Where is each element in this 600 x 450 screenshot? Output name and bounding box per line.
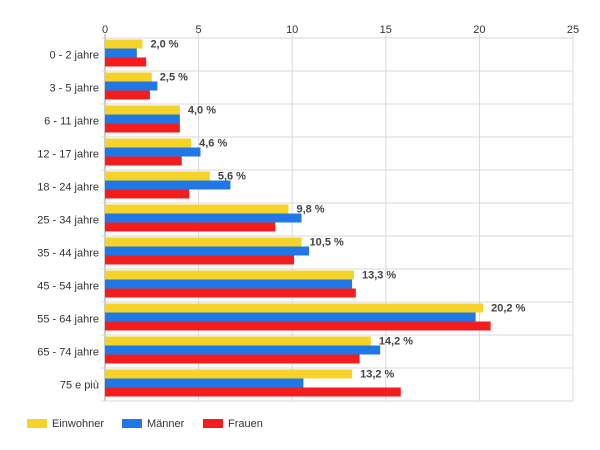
data-label: 13,3 %	[362, 270, 396, 282]
bars	[105, 39, 491, 397]
legend-swatch-frauen	[203, 419, 223, 428]
bar-einwohner-45-54-jahre	[105, 270, 354, 280]
data-label: 9,8 %	[296, 204, 324, 216]
data-label: 4,6 %	[199, 138, 227, 150]
bar-einwohner-55-64-jahre	[105, 303, 484, 313]
category-label: 35 - 44 jahre	[37, 248, 99, 260]
data-label: 4,0 %	[188, 105, 216, 117]
grid-lines	[101, 34, 574, 402]
bar-frauen-18-24-jahre	[105, 189, 190, 199]
data-label: 2,0 %	[150, 39, 178, 51]
data-label: 2,5 %	[160, 72, 188, 84]
bar-m-nner-6-11-jahre	[105, 114, 180, 124]
bar-frauen-0-2-jahre	[105, 57, 147, 67]
bar-m-nner-55-64-jahre	[105, 312, 476, 322]
bar-frauen-6-11-jahre	[105, 123, 180, 133]
bar-m-nner-18-24-jahre	[105, 180, 231, 190]
x-tick-label: 0	[102, 24, 108, 36]
bar-frauen-35-44-jahre	[105, 255, 295, 265]
bar-m-nner-35-44-jahre	[105, 246, 310, 256]
category-label: 3 - 5 jahre	[49, 83, 99, 95]
bar-einwohner-6-11-jahre	[105, 105, 180, 115]
category-label: 6 - 11 jahre	[44, 116, 99, 128]
category-label: 25 - 34 jahre	[37, 215, 99, 227]
x-tick-label: 10	[286, 24, 298, 36]
legend-swatch-einwohner	[27, 419, 47, 428]
bar-frauen-12-17-jahre	[105, 156, 182, 166]
legend-label-einwohner: Einwohner	[52, 418, 104, 430]
category-label: 55 - 64 jahre	[37, 314, 99, 326]
bar-m-nner-45-54-jahre	[105, 279, 353, 289]
x-tick-label: 15	[380, 24, 392, 36]
bar-frauen-55-64-jahre	[105, 321, 491, 331]
bar-einwohner-3-5-jahre	[105, 72, 152, 82]
bar-einwohner-12-17-jahre	[105, 138, 192, 148]
bar-frauen-25-34-jahre	[105, 222, 276, 232]
bar-m-nner-65-74-jahre	[105, 345, 381, 355]
legend-label-frauen: Frauen	[228, 418, 263, 430]
legend: Einwohner Männer Frauen	[27, 418, 263, 430]
category-label: 0 - 2 jahre	[49, 50, 99, 62]
bar-m-nner-25-34-jahre	[105, 213, 302, 223]
category-label: 45 - 54 jahre	[37, 281, 99, 293]
bar-frauen-3-5-jahre	[105, 90, 150, 100]
y-axis-categories: 0 - 2 jahre 3 - 5 jahre 6 - 11 jahre 12 - 1…	[37, 50, 99, 392]
bar-m-nner-75-e-pi	[105, 378, 304, 388]
bar-einwohner-0-2-jahre	[105, 39, 143, 49]
legend-swatch-m-nner	[122, 419, 142, 428]
bar-einwohner-65-74-jahre	[105, 336, 371, 346]
category-label: 65 - 74 jahre	[37, 347, 99, 359]
category-label: 75 e più	[60, 380, 99, 392]
category-label: 12 - 17 jahre	[37, 149, 99, 161]
data-label: 14,2 %	[379, 336, 413, 348]
category-label: 18 - 24 jahre	[37, 182, 99, 194]
legend-label-m-nner: Männer	[147, 418, 185, 430]
data-labels: 2,0 % 2,5 % 4,0 % 4,6 % 5,6 % 9,8 % 10,5 % 13,3…	[150, 39, 525, 381]
bar-einwohner-35-44-jahre	[105, 237, 302, 247]
bar-einwohner-25-34-jahre	[105, 204, 289, 214]
bar-frauen-65-74-jahre	[105, 354, 360, 364]
data-label: 5,6 %	[218, 171, 246, 183]
data-label: 20,2 %	[491, 303, 525, 315]
bar-einwohner-75-e-pi	[105, 369, 353, 379]
x-tick-label: 20	[473, 24, 485, 36]
x-axis-ticks: 0 5 10 15 20 25	[102, 24, 579, 36]
bar-m-nner-12-17-jahre	[105, 147, 201, 157]
bar-einwohner-18-24-jahre	[105, 171, 210, 181]
x-tick-label: 5	[196, 24, 202, 36]
bar-frauen-75-e-pi	[105, 387, 401, 397]
bar-m-nner-3-5-jahre	[105, 81, 158, 91]
bar-frauen-45-54-jahre	[105, 288, 356, 298]
data-label: 13,2 %	[360, 369, 394, 381]
data-label: 10,5 %	[310, 237, 344, 249]
x-tick-label: 25	[567, 24, 579, 36]
bar-m-nner-0-2-jahre	[105, 48, 137, 58]
